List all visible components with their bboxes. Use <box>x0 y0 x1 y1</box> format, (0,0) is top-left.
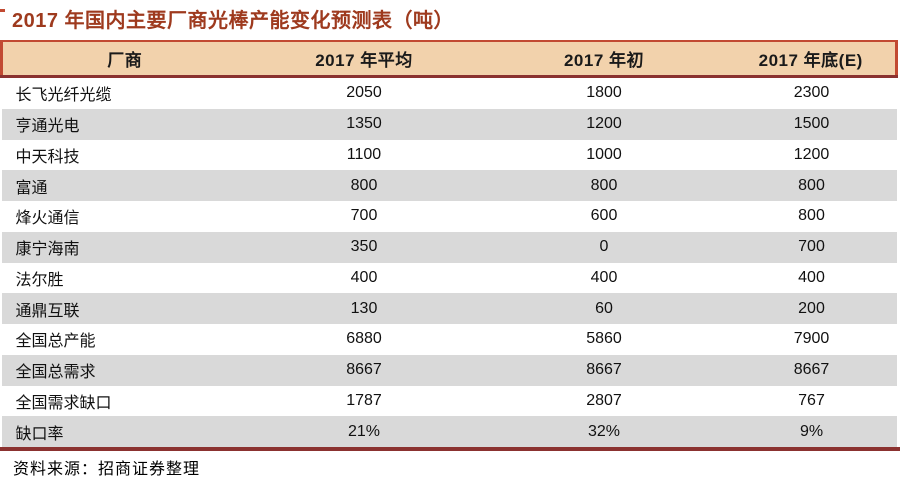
top-left-tick <box>0 9 5 12</box>
value-cell: 800 <box>590 176 618 194</box>
row-label: 缺口率 <box>15 425 64 443</box>
table-row: 长飞光纤光缆 2050 1800 2300 <box>2 77 897 109</box>
value-cell: 350 <box>350 238 378 256</box>
value-cell: 600 <box>590 207 618 225</box>
value-cell: 2050 <box>346 84 382 102</box>
table-bottom-border <box>0 447 900 451</box>
row-label: 全国需求缺口 <box>15 394 112 412</box>
value-cell: 1800 <box>586 84 622 102</box>
header-2017-average: 2017 年平均 <box>246 40 482 78</box>
table-row: 全国需求缺口 1787 2807 767 <box>2 386 897 417</box>
value-cell: 8667 <box>586 361 622 379</box>
header-row: 厂商 2017 年平均 2017 年初 2017 年底(E) <box>0 40 898 78</box>
value-cell: 1200 <box>586 115 622 133</box>
table-row: 通鼎互联 130 60 200 <box>1 293 897 324</box>
table-row: 中天科技 1100 1000 1200 <box>2 140 897 171</box>
value-cell: 700 <box>798 238 825 256</box>
value-cell: 767 <box>798 391 825 409</box>
value-cell: 1350 <box>346 115 382 133</box>
table-row: 全国总需求 8667 8667 8667 <box>1 354 897 386</box>
table-header: 厂商 2017 年平均 2017 年初 2017 年底(E) <box>0 40 898 78</box>
value-cell: 400 <box>798 268 825 286</box>
row-label: 全国总需求 <box>15 364 96 382</box>
value-cell: 1787 <box>346 391 382 409</box>
value-cell: 5860 <box>586 330 622 348</box>
value-cell: 1500 <box>793 115 830 133</box>
value-cell: 0 <box>599 238 609 256</box>
header-vendor: 厂商 <box>0 40 247 78</box>
table-row: 法尔胜 400 400 400 <box>2 263 897 294</box>
capacity-forecast-table: 厂商 2017 年平均 2017 年初 2017 年底(E) 长飞光纤光缆 205… <box>0 40 898 447</box>
row-label: 长飞光纤光缆 <box>15 87 112 105</box>
value-cell: 400 <box>350 268 378 286</box>
value-cell: 400 <box>590 268 618 286</box>
value-cell: 2807 <box>586 391 622 409</box>
value-cell: 1100 <box>346 145 382 163</box>
header-2017-end-estimate: 2017 年底(E) <box>726 40 898 78</box>
table-row: 全国总产能 6880 5860 7900 <box>2 324 897 355</box>
value-cell: 6880 <box>346 330 382 348</box>
value-cell: 32% <box>587 422 621 440</box>
table-row: 亨通光电 1350 1200 1500 <box>1 108 897 140</box>
table-row: 烽火通信 700 600 800 <box>2 201 897 232</box>
value-cell: 200 <box>798 299 825 317</box>
value-cell: 2300 <box>793 84 830 102</box>
value-cell: 800 <box>798 176 825 194</box>
row-label: 全国总产能 <box>15 333 96 351</box>
value-cell: 8667 <box>793 361 830 379</box>
row-label: 中天科技 <box>15 148 80 166</box>
table-row: 康宁海南 350 0 700 <box>1 231 897 263</box>
table-row: 缺口率 21% 32% 9% <box>1 416 897 447</box>
value-cell: 8667 <box>346 361 382 379</box>
value-cell: 800 <box>798 207 825 225</box>
value-cell: 60 <box>595 299 613 317</box>
row-label: 康宁海南 <box>15 241 80 259</box>
table-title: 2017 年国内主要厂商光棒产能变化预测表（吨） <box>12 10 455 32</box>
row-label: 亨通光电 <box>15 118 80 136</box>
table-body: 长飞光纤光缆 2050 1800 2300 亨通光电 1350 1200 1500 中天科技 11… <box>1 77 897 447</box>
value-cell: 130 <box>350 299 378 317</box>
row-label: 通鼎互联 <box>15 302 80 320</box>
value-cell: 1200 <box>793 145 830 163</box>
table-row: 富通 800 800 800 <box>1 170 897 201</box>
value-cell: 1000 <box>586 145 622 163</box>
value-cell: 700 <box>350 207 378 225</box>
value-cell: 9% <box>799 422 824 440</box>
source-note: 资料来源：招商证券整理 <box>13 459 201 478</box>
row-label: 富通 <box>15 179 48 197</box>
value-cell: 7900 <box>793 330 830 348</box>
row-label: 法尔胜 <box>15 271 64 289</box>
value-cell: 800 <box>350 176 378 194</box>
value-cell: 21% <box>347 422 381 440</box>
header-2017-start: 2017 年初 <box>481 40 727 78</box>
row-label: 烽火通信 <box>15 210 80 228</box>
